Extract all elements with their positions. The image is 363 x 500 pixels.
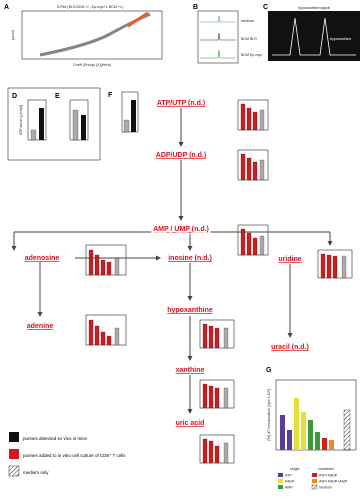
- legend-label: purines added to in vitro cell culture o…: [23, 453, 126, 458]
- scatter-highlight: [127, 11, 149, 28]
- legend-label: AMP: [285, 486, 293, 490]
- legend-label: medium: [241, 19, 254, 23]
- legend-swatch: [278, 479, 283, 483]
- legend-label: ATP: [285, 474, 292, 478]
- legend-label: BCM Eμ-myc: [241, 53, 262, 57]
- mini-chart: [237, 224, 269, 256]
- panel-letter: A: [4, 4, 9, 11]
- scatter-cloud: [39, 12, 151, 57]
- legend-label: purines detected ex vivo in mice: [23, 436, 88, 441]
- node-label: uric acid: [176, 420, 205, 427]
- node-label: hypoxanthine: [167, 307, 213, 314]
- mini-chart: [199, 434, 235, 464]
- panel-letter: G: [266, 367, 272, 374]
- legend-swatch: [9, 432, 19, 442]
- legend-swatch: [8, 465, 20, 477]
- plot-frame: [27, 99, 47, 141]
- legend-label: BCM BLS: [241, 37, 257, 41]
- y-axis-label: ATP serum [μmol/l]: [19, 105, 23, 135]
- mini-chart: [199, 319, 235, 349]
- mini-chart: [85, 244, 127, 276]
- legend-swatch: [312, 473, 317, 477]
- trace: [200, 32, 236, 41]
- node-label: AMP / UMP (n.d.): [153, 226, 209, 233]
- trace: [272, 17, 356, 56]
- legend-swatch: [312, 479, 317, 483]
- legend-title: single: [290, 467, 299, 471]
- bar: [30, 129, 37, 141]
- legend-label: medium: [319, 486, 332, 490]
- mini-chart: [85, 314, 127, 346]
- node-label: uridine: [278, 256, 301, 263]
- mini-chart: [199, 379, 235, 409]
- legend-swatch: [311, 484, 318, 490]
- node-label: adenine: [27, 323, 54, 330]
- legend-swatch: [278, 473, 283, 477]
- y-axis-label: p(corr): [11, 30, 15, 41]
- mini-chart: [317, 249, 353, 279]
- panel-letter: B: [193, 4, 198, 11]
- panel-title: S-Plot (BLS BCM +/-, Eμ-myc+L BCM +/-): [57, 5, 124, 9]
- legend-label: hypoxanthine: [330, 37, 351, 41]
- bar: [131, 100, 136, 132]
- panel-letter: E: [55, 93, 60, 100]
- panel-letter: F: [108, 92, 113, 99]
- panel-box: [7, 87, 101, 161]
- node-label: adenosine: [25, 255, 60, 262]
- plot-frame: [197, 10, 239, 64]
- bar: [72, 109, 79, 141]
- trace: [200, 49, 236, 59]
- node-label: inosine (n.d.): [168, 255, 212, 262]
- plot-frame: [268, 11, 360, 61]
- legend-label: medium only: [23, 470, 49, 475]
- plot-frame: [21, 10, 163, 60]
- trace: [200, 15, 236, 23]
- plot-frame: [69, 99, 89, 141]
- legend-label: ATP+FADP: [319, 474, 338, 478]
- panel-letter: C: [263, 4, 268, 11]
- bar: [123, 119, 130, 133]
- mini-chart: [237, 99, 269, 131]
- legend-label: ATP+FADP+AMP: [319, 480, 348, 484]
- node-label: ATP/UTP (n.d.): [157, 100, 205, 107]
- x-axis-label: Coeff (Group) (X)(Herb): [73, 63, 111, 67]
- bar-group: [280, 398, 351, 451]
- node-label: ADP/UDP (n.d.): [156, 152, 206, 159]
- legend-swatch: [278, 485, 283, 489]
- panel-title: hypoxanthine signal: [298, 6, 330, 10]
- plot-frame: [121, 91, 139, 133]
- legend-label: FADP: [285, 480, 295, 484]
- panel-letter: D: [12, 93, 17, 100]
- mini-chart: [237, 149, 269, 181]
- legend-swatch: [9, 449, 19, 459]
- bar: [81, 115, 86, 140]
- legend-title: combined: [318, 467, 334, 471]
- node-label: xanthine: [176, 367, 205, 374]
- bar: [39, 108, 44, 140]
- y-axis-label: [³H] dT incorporation [cpm x 10³]: [267, 389, 271, 440]
- node-label: uracil (n.d.): [271, 344, 309, 351]
